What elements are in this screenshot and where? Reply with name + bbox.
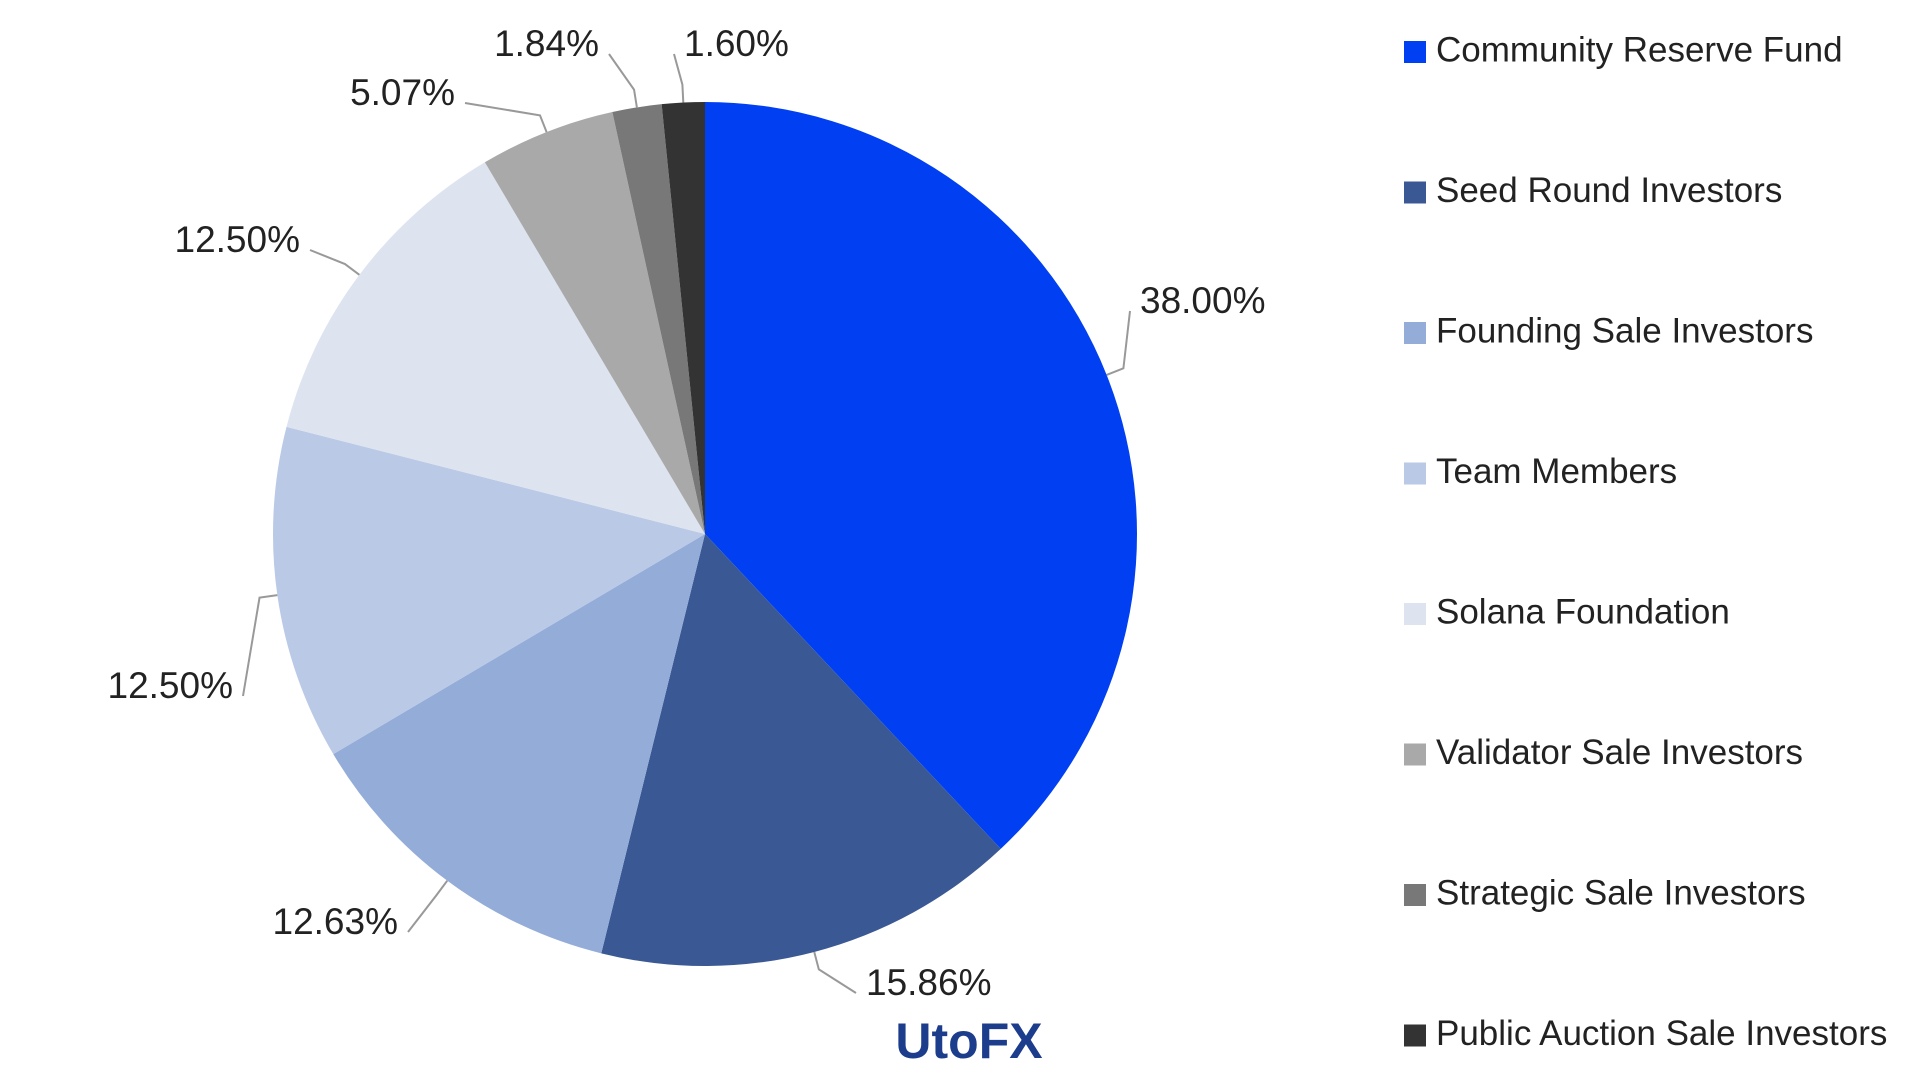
data-label: 12.50% xyxy=(175,219,301,260)
legend-label: Validator Sale Investors xyxy=(1436,733,1803,772)
pie-slice xyxy=(272,426,705,755)
leader-line xyxy=(464,102,548,133)
legend-swatch xyxy=(1404,322,1426,344)
leader-line xyxy=(813,951,857,994)
legend-label: Community Reserve Fund xyxy=(1436,30,1843,69)
pie-slice xyxy=(484,112,705,534)
legend-swatch xyxy=(1404,41,1426,63)
leader-line xyxy=(608,53,638,108)
data-label: 5.07% xyxy=(350,72,455,113)
legend-swatch xyxy=(1404,181,1426,204)
legend-label: Strategic Sale Investors xyxy=(1436,873,1806,912)
legend-label: Solana Foundation xyxy=(1436,592,1730,631)
data-label: 1.84% xyxy=(494,23,599,64)
data-label: 1.60% xyxy=(684,23,789,64)
pie-slice xyxy=(601,534,1001,966)
legend-swatch xyxy=(1404,603,1426,625)
pie-slice xyxy=(705,102,1137,849)
legend-swatch xyxy=(1404,462,1426,485)
legend-label: Seed Round Investors xyxy=(1436,171,1782,210)
legend-swatch xyxy=(1404,884,1426,906)
data-label: 38.00% xyxy=(1140,280,1266,321)
leader-line xyxy=(309,249,360,276)
data-label: 15.86% xyxy=(866,962,992,1003)
leader-line xyxy=(673,53,685,103)
data-label: 12.50% xyxy=(108,665,234,706)
watermark: UtoFX xyxy=(895,1013,1042,1069)
leader-line xyxy=(1106,310,1131,376)
legend-swatch xyxy=(1404,1024,1426,1047)
legend-label: Public Auction Sale Investors xyxy=(1436,1014,1887,1053)
legend-label: Founding Sale Investors xyxy=(1436,311,1813,350)
leader-line xyxy=(407,880,449,933)
data-label: 12.63% xyxy=(273,901,399,942)
legend-swatch xyxy=(1404,743,1426,766)
leader-line xyxy=(242,594,278,697)
pie-slice xyxy=(333,534,705,954)
pie-slice xyxy=(286,162,705,535)
legend-label: Team Members xyxy=(1436,452,1677,491)
pie-slice xyxy=(661,102,705,534)
pie-slice xyxy=(612,104,705,535)
